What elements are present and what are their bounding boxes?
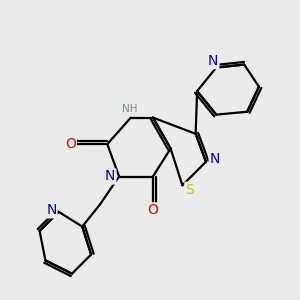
Text: N: N (208, 54, 218, 68)
Text: NH: NH (122, 104, 137, 114)
Text: N: N (210, 152, 220, 166)
Text: N: N (46, 203, 56, 218)
Text: N: N (105, 169, 116, 184)
Text: O: O (148, 203, 158, 218)
Text: S: S (185, 183, 194, 197)
Text: O: O (65, 137, 76, 151)
